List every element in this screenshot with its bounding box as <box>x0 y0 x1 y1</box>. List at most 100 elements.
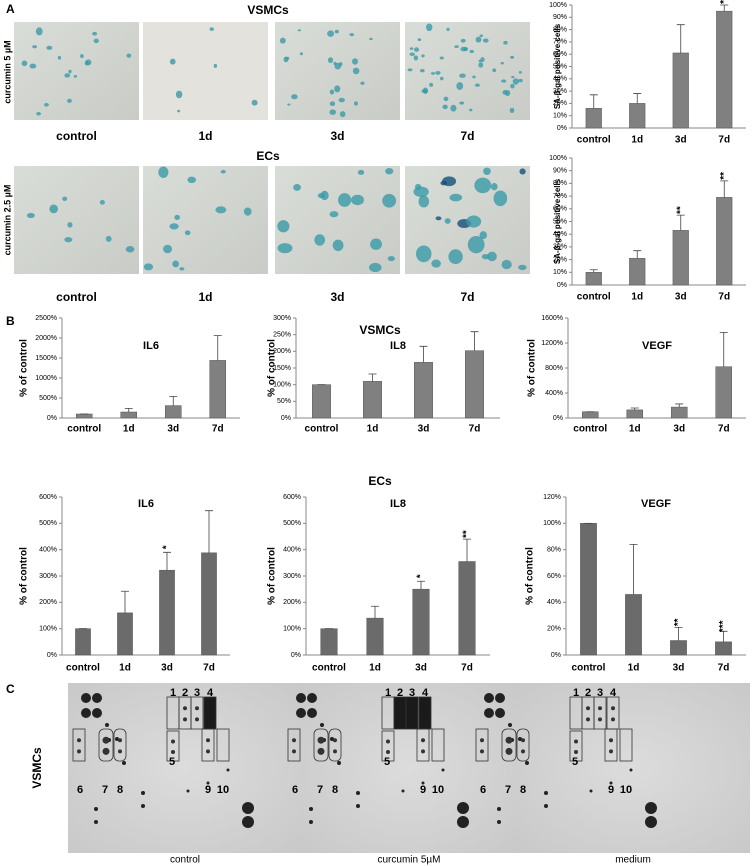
cell <box>419 68 425 73</box>
spot <box>333 749 337 754</box>
x-tick-label: 1d <box>123 424 135 435</box>
cell <box>407 68 413 72</box>
bar <box>465 350 484 419</box>
spot <box>102 736 110 744</box>
bar <box>75 413 93 419</box>
cell <box>163 244 173 254</box>
y-tick-label: 80% <box>553 26 567 33</box>
cell <box>349 33 355 37</box>
cell <box>291 94 298 100</box>
spot <box>629 768 633 772</box>
error-bar <box>121 590 129 613</box>
section-title: VSMCs <box>359 323 401 337</box>
spot <box>307 708 317 718</box>
spot <box>307 693 317 703</box>
blot <box>68 683 302 853</box>
bar <box>625 594 642 656</box>
y-axis-label: SA-β-gal positive cells <box>553 23 562 109</box>
cell <box>279 37 286 44</box>
spot <box>495 708 505 718</box>
cell <box>352 67 360 75</box>
spot <box>242 802 254 814</box>
y-tick-label: 100% <box>549 2 567 9</box>
spot-number: 4 <box>610 687 617 699</box>
spot <box>105 723 109 727</box>
y-tick-label: 1000% <box>35 375 57 382</box>
section-title: ECs <box>256 149 280 163</box>
cell <box>439 56 444 60</box>
spot-box <box>393 696 407 730</box>
cell <box>435 71 441 75</box>
bar <box>585 108 602 129</box>
bar <box>670 406 688 419</box>
section-title: ECs <box>368 474 392 488</box>
x-tick-label: 3d <box>673 663 685 674</box>
spot <box>94 807 98 811</box>
error-bar <box>676 214 685 231</box>
cell <box>68 69 72 74</box>
bar <box>581 411 599 419</box>
y-tick-label: 40% <box>553 231 567 238</box>
bar <box>716 10 733 129</box>
spot <box>401 789 405 793</box>
cell <box>329 101 336 107</box>
y-tick-label: 0% <box>553 415 563 422</box>
y-tick-label: 1500% <box>35 355 57 362</box>
spot <box>296 708 306 718</box>
chart-title: IL6 <box>143 340 159 352</box>
spot-number: 8 <box>332 784 338 796</box>
spot <box>356 804 360 808</box>
spot <box>611 717 615 722</box>
cell <box>184 230 191 236</box>
x-tick-label: 7d <box>718 663 730 674</box>
y-tick-label: 0% <box>557 282 567 289</box>
spot <box>115 737 119 741</box>
cell <box>277 220 290 233</box>
spot-number: 6 <box>292 784 298 796</box>
cell <box>327 30 335 37</box>
bar <box>629 258 646 286</box>
spot-box <box>328 728 342 762</box>
spot <box>480 749 484 754</box>
spot <box>544 804 548 808</box>
cell <box>338 193 352 207</box>
error-bar <box>633 250 642 259</box>
cell <box>501 259 512 270</box>
x-tick-label: 1d <box>631 135 643 146</box>
spot <box>508 723 512 727</box>
cell <box>475 36 482 43</box>
spot-number: 3 <box>409 687 415 699</box>
bar <box>117 612 133 656</box>
cell <box>99 200 105 205</box>
blot-label: medium <box>615 855 651 866</box>
spot <box>94 820 98 824</box>
cell <box>413 186 429 198</box>
cell <box>73 75 78 78</box>
chart-title: IL6 <box>138 498 154 510</box>
error-bar <box>417 580 425 590</box>
micrograph-label: 7d <box>460 290 474 304</box>
cell <box>314 234 326 246</box>
spot-box <box>501 728 517 762</box>
error-bar <box>205 510 213 553</box>
bar <box>120 411 138 419</box>
bar <box>75 628 91 656</box>
micrograph <box>143 166 268 274</box>
micrograph-label: 1d <box>198 290 212 304</box>
cell <box>369 37 373 41</box>
cell <box>418 195 430 208</box>
micrograph-label: 1d <box>198 129 212 143</box>
spot-box <box>516 728 530 762</box>
y-tick-label: 2500% <box>35 315 57 322</box>
cell <box>442 104 448 110</box>
y-tick-label: 30% <box>553 88 567 95</box>
cell <box>487 251 497 262</box>
x-tick-label: control <box>577 292 611 303</box>
cell <box>46 45 53 50</box>
section-title: VSMCs <box>247 3 289 17</box>
cell <box>417 38 422 42</box>
cell <box>21 60 28 67</box>
micrograph <box>14 22 139 120</box>
spot <box>292 738 296 743</box>
